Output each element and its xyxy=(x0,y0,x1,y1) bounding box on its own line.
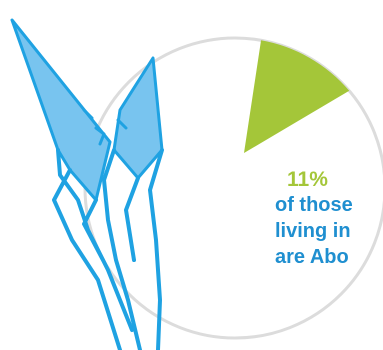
feather-left-tip xyxy=(10,18,112,202)
stat-line-2: living in xyxy=(275,220,351,242)
feather-right-body xyxy=(102,148,164,350)
stat-line-3: are Abo xyxy=(275,246,349,268)
feather-icon xyxy=(10,18,164,350)
pie-slice-highlight xyxy=(244,40,350,153)
feather-right-tip xyxy=(112,56,164,180)
stat-line-1: of those xyxy=(275,194,353,216)
stat-percent: 11% xyxy=(287,168,328,191)
feather-left-body xyxy=(52,148,134,350)
stat-annotation: 11% of those living in are Abo xyxy=(275,168,365,270)
feather-barbs xyxy=(82,108,128,146)
